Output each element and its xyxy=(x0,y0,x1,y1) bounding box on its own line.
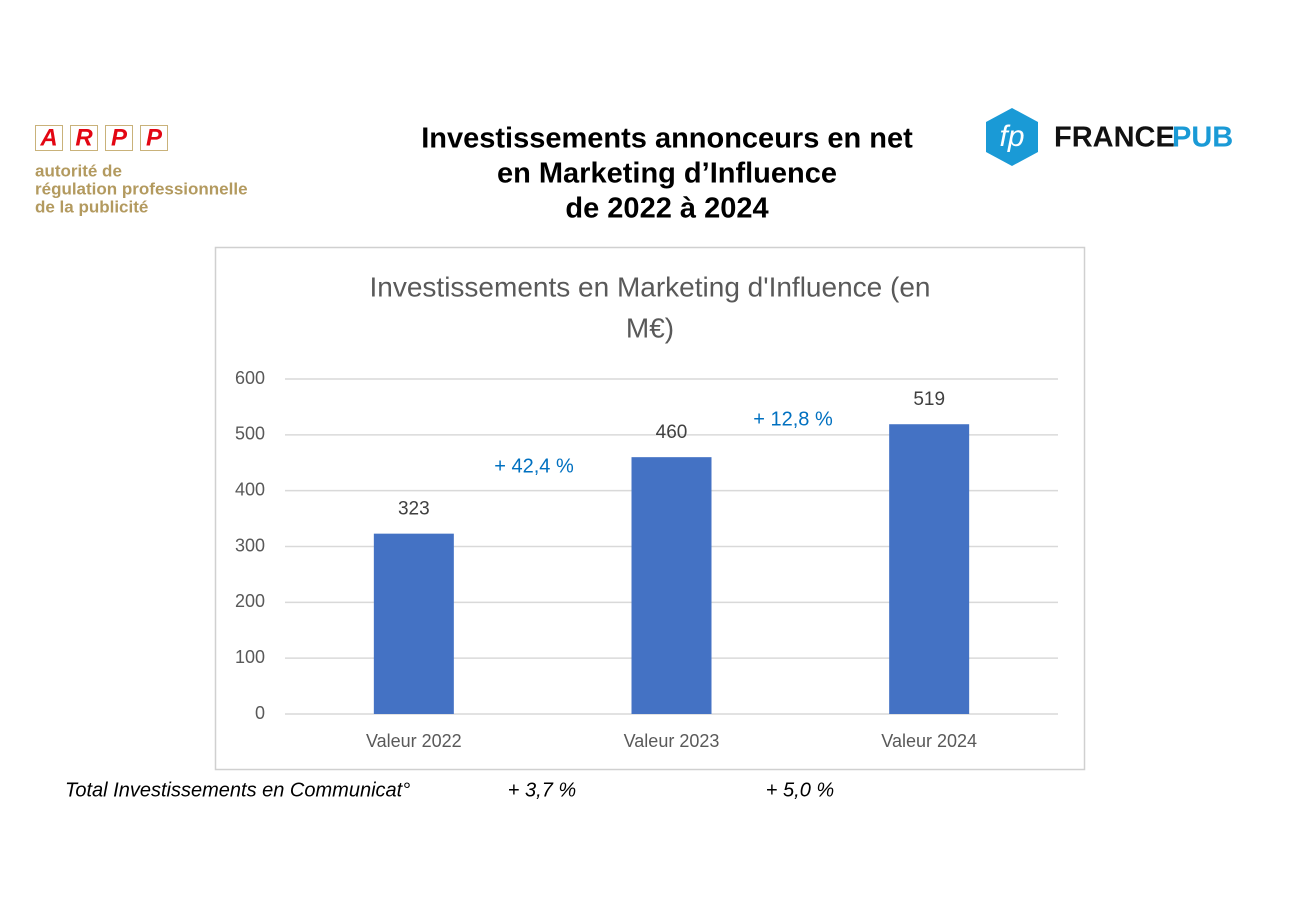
slide-title: de 2022 à 2024 xyxy=(565,193,768,225)
arpp-letter: P xyxy=(146,124,163,151)
x-tick-label: Valeur 2024 xyxy=(881,731,977,751)
slide-title: Investissements annonceurs en net xyxy=(421,123,913,155)
growth-annotation: + 12,8 % xyxy=(753,408,833,430)
fp-icon: fp xyxy=(999,120,1024,153)
footer-value: + 3,7 % xyxy=(508,779,576,801)
france-pub-name: PUB xyxy=(1172,122,1233,154)
arpp-letter: R xyxy=(75,124,93,151)
y-tick-label: 100 xyxy=(235,647,265,667)
x-tick-label: Valeur 2023 xyxy=(624,731,720,751)
arpp-tagline: régulation professionnelle xyxy=(35,179,248,198)
arpp-tagline: de la publicité xyxy=(35,197,148,216)
footer-value: + 5,0 % xyxy=(766,779,834,801)
arpp-letter-box xyxy=(105,125,133,151)
y-tick-label: 500 xyxy=(235,424,265,444)
y-tick-label: 600 xyxy=(235,368,265,388)
bar xyxy=(373,533,454,714)
footer-label: Total Investissements en Communicat° xyxy=(65,779,410,801)
arpp-letter: A xyxy=(39,124,57,151)
y-tick-label: 300 xyxy=(235,535,265,555)
y-tick-label: 200 xyxy=(235,591,265,611)
slide-title: en Marketing d’Influence xyxy=(497,158,837,190)
arpp-tagline: autorité de xyxy=(35,161,122,180)
arpp-letter-box xyxy=(35,125,63,151)
bar xyxy=(631,457,712,714)
fp-hexagon xyxy=(986,108,1038,166)
bar xyxy=(889,424,970,714)
chart-title: M€) xyxy=(626,312,674,343)
arpp-letter-box xyxy=(70,125,98,151)
data-label: 460 xyxy=(656,422,688,443)
france-pub-name: FRANCE xyxy=(1054,122,1175,154)
x-tick-label: Valeur 2022 xyxy=(366,731,462,751)
y-tick-label: 400 xyxy=(235,479,265,499)
france-pub-logo: fp FRANCE PUB xyxy=(986,108,1233,166)
data-label: 323 xyxy=(398,499,430,520)
arpp-letter-box xyxy=(140,125,168,151)
data-label: 519 xyxy=(913,389,945,410)
arpp-letter: P xyxy=(111,124,128,151)
chart-title: Investissements en Marketing d'Influence… xyxy=(370,271,931,302)
growth-annotation: + 42,4 % xyxy=(494,455,574,477)
y-tick-label: 0 xyxy=(255,703,265,723)
arpp-logo: autorité de régulation professionnelle d… xyxy=(35,124,248,216)
